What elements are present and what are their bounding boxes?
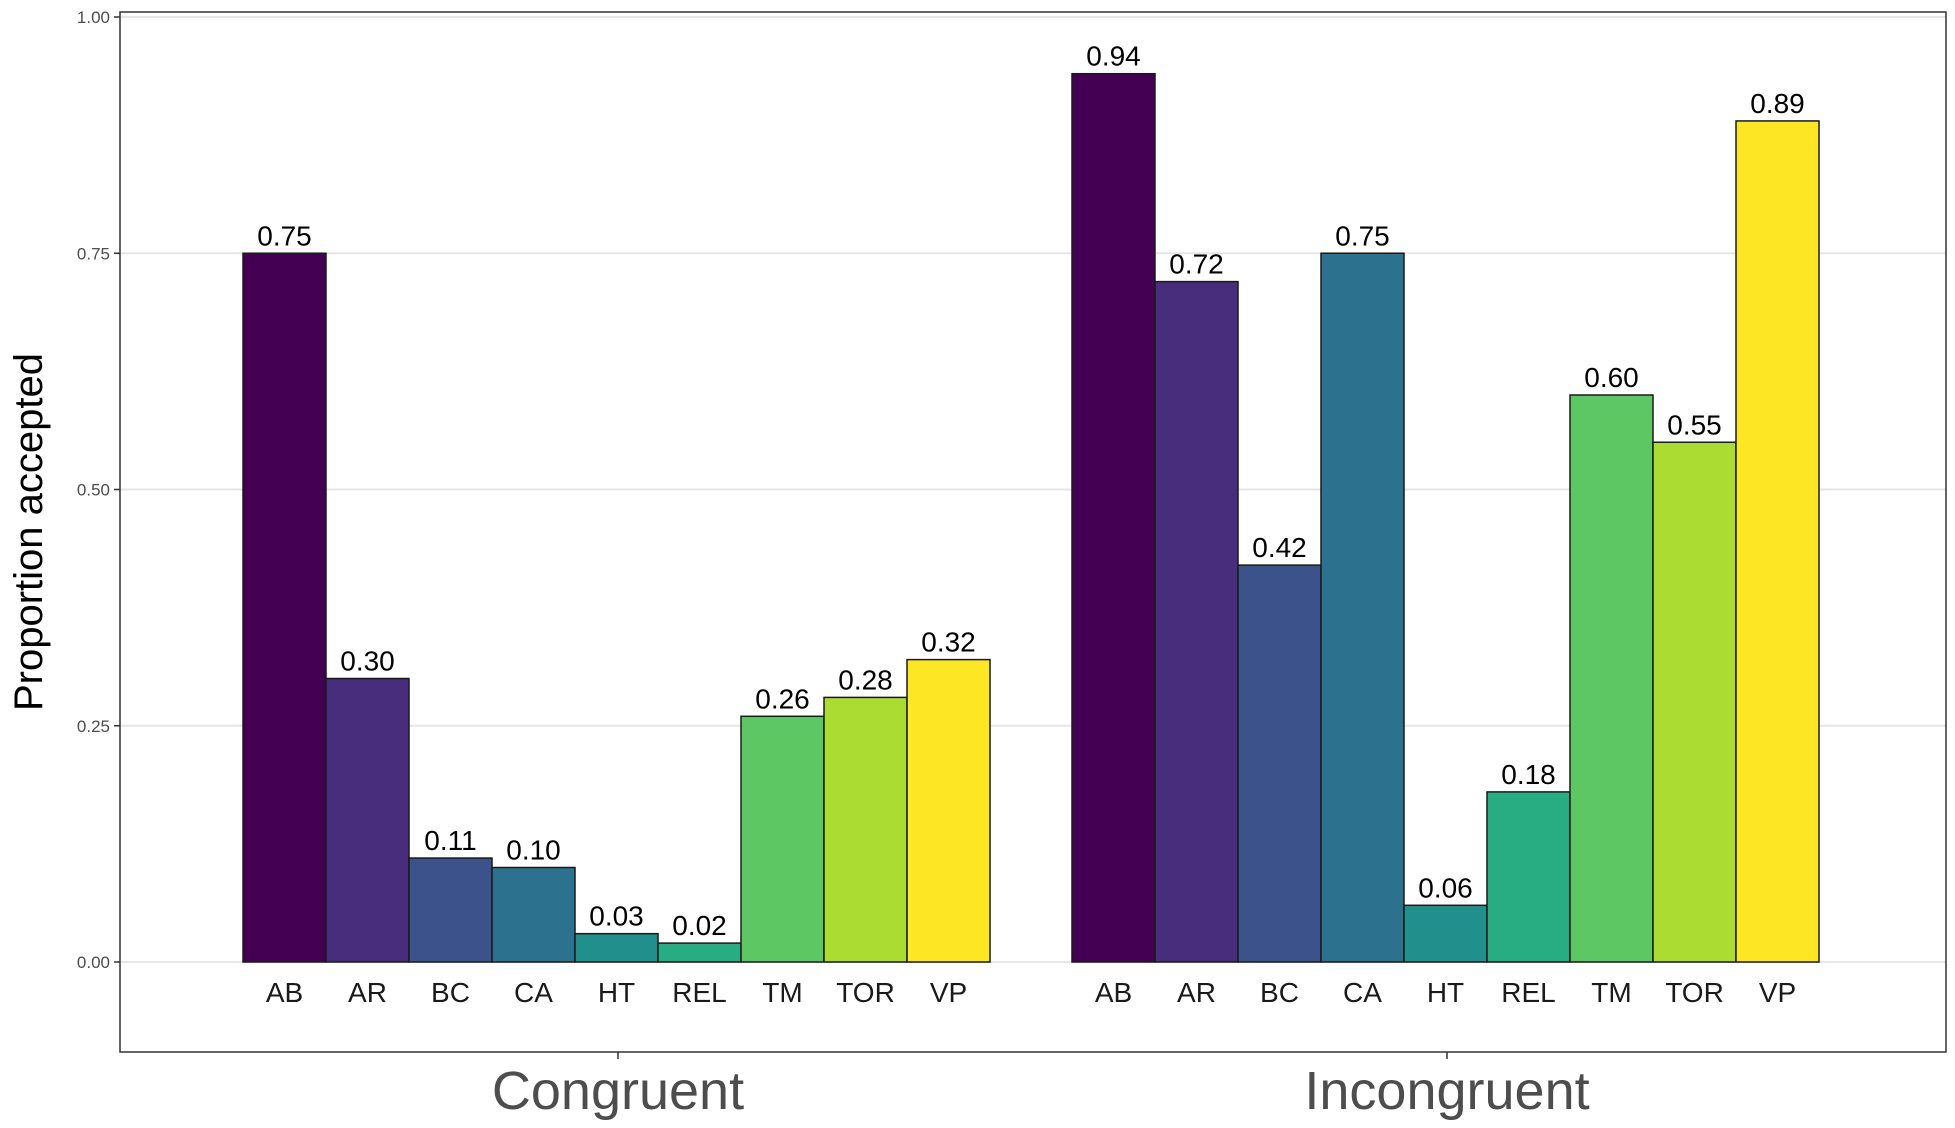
data-label: 0.11 (424, 825, 476, 856)
bar-congruent-ab (242, 252, 327, 963)
x-tick-label: TOR (1665, 977, 1724, 1008)
y-tick-label: 0.25 (77, 717, 110, 736)
value-labels: 0.75 0.30 0.11 0.10 0.03 0.02 0.26 0.28 0.32 0.94… (257, 41, 1805, 941)
data-label: 0.55 (1667, 409, 1722, 440)
y-axis: 0.00 0.25 0.50 0.75 1.00 (77, 8, 120, 972)
bar-incongruent-ab (1071, 72, 1156, 963)
x-tick-label: BC (431, 977, 470, 1008)
data-label: 0.60 (1584, 362, 1639, 393)
data-label: 0.75 (257, 220, 312, 251)
bar-congruent-bc (408, 857, 493, 963)
x-tick-label: VP (930, 977, 967, 1008)
group-label: Congruent (492, 1061, 744, 1121)
bars (242, 72, 1820, 963)
bar-incongruent-vp (1735, 120, 1820, 963)
y-tick-label: 1.00 (77, 8, 110, 27)
x-tick-label: CA (1343, 977, 1382, 1008)
x-tick-label: TM (1591, 977, 1631, 1008)
bar-congruent-rel (657, 942, 742, 963)
bar-incongruent-tm (1569, 394, 1654, 963)
bar-congruent-ht (574, 932, 659, 963)
y-tick-label: 0.50 (77, 481, 110, 500)
data-label: 0.03 (589, 901, 644, 932)
bar-congruent-vp (906, 658, 991, 963)
group-label: Incongruent (1304, 1061, 1589, 1121)
data-label: 0.18 (1501, 759, 1556, 790)
bar-congruent-tm (740, 715, 825, 963)
x-tick-label: TM (762, 977, 802, 1008)
x-tick-label: AB (1095, 977, 1132, 1008)
y-tick-label: 0.00 (77, 953, 110, 972)
data-label: 0.72 (1169, 249, 1224, 280)
x-tick-label: BC (1260, 977, 1299, 1008)
x-tick-label: AB (266, 977, 303, 1008)
bar-incongruent-ht (1403, 904, 1488, 963)
data-label: 0.02 (672, 910, 727, 941)
bar-congruent-tor (823, 696, 908, 963)
bar-incongruent-ca (1320, 252, 1405, 963)
x-tick-label: VP (1759, 977, 1796, 1008)
x-tick-label: AR (348, 977, 387, 1008)
plot-panel-border (119, 11, 1947, 1053)
x-tick-label: REL (672, 977, 726, 1008)
x-tick-label: AR (1177, 977, 1216, 1008)
bar-incongruent-bc (1237, 564, 1322, 963)
x-tick-label: REL (1501, 977, 1555, 1008)
x-tick-label: TOR (836, 977, 895, 1008)
y-axis-title: Proportion accepted (7, 353, 51, 711)
x-tick-label: HT (1427, 977, 1464, 1008)
data-label: 0.32 (921, 627, 976, 658)
bar-incongruent-rel (1486, 791, 1571, 963)
data-label: 0.10 (506, 835, 561, 866)
x-tick-label: HT (598, 977, 635, 1008)
bar-congruent-ar (325, 677, 410, 963)
data-label: 0.06 (1418, 872, 1473, 903)
data-label: 0.94 (1086, 41, 1141, 72)
data-label: 0.75 (1335, 220, 1390, 251)
data-label: 0.89 (1750, 88, 1805, 119)
bar-incongruent-ar (1154, 280, 1239, 963)
data-label: 0.26 (755, 683, 810, 714)
x-tick-label: CA (514, 977, 553, 1008)
data-label: 0.42 (1252, 532, 1307, 563)
bar-congruent-ca (491, 866, 576, 963)
data-label: 0.30 (340, 646, 395, 677)
x-axis: AB AR BC CA HT REL TM TOR VP Congruent AB AR BC CA HT R… (266, 977, 1796, 1121)
bar-incongruent-tor (1652, 441, 1737, 963)
y-tick-label: 0.75 (77, 244, 110, 263)
data-label: 0.28 (838, 664, 893, 695)
